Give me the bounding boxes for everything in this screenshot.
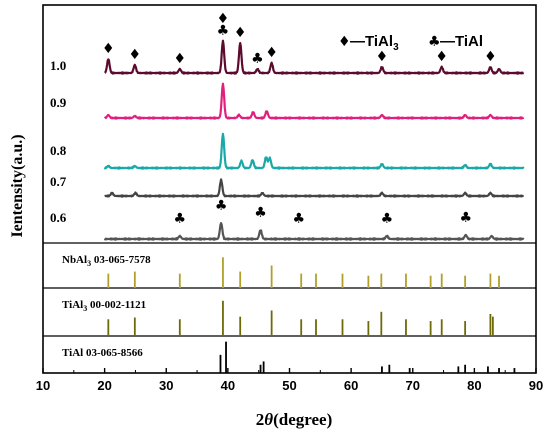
tial3-marker: ♦ bbox=[102, 41, 115, 57]
tial-marker: ♣ bbox=[251, 51, 264, 67]
series-line-0.6 bbox=[103, 222, 525, 241]
tial3-marker: ♦ bbox=[484, 49, 497, 65]
tial-marker: ♣ bbox=[292, 211, 305, 227]
series-line-0.9 bbox=[103, 82, 525, 120]
x-tick-label: 90 bbox=[529, 378, 543, 393]
tial-marker: ♣ bbox=[215, 198, 228, 214]
x-axis-title: 2θ(degree) bbox=[256, 410, 332, 429]
x-tick-label: 40 bbox=[221, 378, 235, 393]
x-tick-label: 70 bbox=[406, 378, 420, 393]
series-label-1.0: 1.0 bbox=[50, 58, 66, 73]
plot-area bbox=[42, 4, 537, 374]
x-tick-label: 30 bbox=[159, 378, 173, 393]
tial3-marker: ♦ bbox=[129, 47, 142, 63]
x-tick-label: 50 bbox=[282, 378, 296, 393]
tial3-marker: ♦ bbox=[265, 45, 278, 61]
series-label-0.9: 0.9 bbox=[50, 95, 67, 110]
series-layer: 1.0 0.9 0.8 0.7 0.6 bbox=[50, 39, 525, 241]
tial3-marker: ♦ bbox=[174, 51, 187, 67]
x-tick-label: 80 bbox=[467, 378, 481, 393]
legend-diamond-icon: ♦ bbox=[338, 34, 351, 50]
tial3-marker: ♦ bbox=[217, 11, 230, 27]
series-line-1.0 bbox=[104, 39, 525, 75]
tial3-marker: ♦ bbox=[376, 49, 389, 65]
reference-label: TiAl 03-065-8566 bbox=[62, 347, 143, 359]
tial-marker: ♣ bbox=[254, 205, 267, 221]
series-line-0.7 bbox=[104, 178, 525, 198]
reference-label: NbAl3 03-065-7578 bbox=[62, 254, 151, 268]
x-tick-label: 10 bbox=[36, 378, 50, 393]
legend-label: —TiAl3 bbox=[350, 33, 399, 53]
reference-layer: NbAl3 03-065-7578 TiAl3 00-002-1121 TiAl 0… bbox=[62, 254, 516, 373]
y-axis-title: Ientensity(a.u.) bbox=[9, 134, 26, 237]
axis-layer: 10 20 30 40 50 60 70 80 90 bbox=[36, 368, 543, 393]
plot-frame bbox=[42, 4, 537, 374]
marker-layer: ♦ ♦ ♦♦♦ ♦ ♦ ♦♣♣♦♣♣ ♣ ♣ ♣ ♣ bbox=[102, 11, 497, 227]
series-label-0.8: 0.8 bbox=[50, 143, 67, 158]
series-line-0.8 bbox=[103, 132, 525, 170]
series-label-0.6: 0.6 bbox=[50, 210, 67, 225]
tial-marker: ♣ bbox=[459, 210, 472, 226]
legend: ♦ —TiAl3 ♣ —TiAl bbox=[338, 33, 483, 53]
tial3-marker: ♦ bbox=[234, 25, 247, 41]
tial-marker: ♣ bbox=[174, 211, 187, 227]
x-tick-label: 60 bbox=[344, 378, 358, 393]
tial-marker: ♣ bbox=[381, 211, 394, 227]
series-label-0.7: 0.7 bbox=[50, 174, 67, 189]
tial3-marker: ♦ bbox=[435, 49, 448, 65]
reference-label: TiAl3 00-002-1121 bbox=[62, 299, 146, 313]
x-tick-label: 20 bbox=[97, 378, 111, 393]
legend-label: —TiAl bbox=[440, 33, 483, 50]
legend-club-icon: ♣ bbox=[428, 34, 441, 50]
tial-marker: ♣ bbox=[217, 23, 230, 39]
